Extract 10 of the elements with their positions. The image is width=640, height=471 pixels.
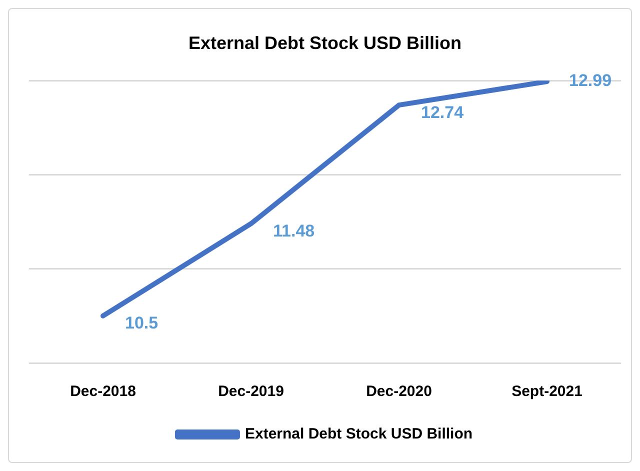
x-tick-label: Dec-2018 [70, 383, 136, 400]
x-tick-label: Sept-2021 [512, 383, 582, 400]
legend-label: External Debt Stock USD Billion [244, 426, 473, 443]
x-tick-label: Dec-2020 [366, 383, 432, 400]
data-label: 10.5 [125, 314, 158, 333]
data-label: 12.74 [421, 102, 464, 122]
data-label: 11.48 [273, 221, 315, 240]
chart-title: External Debt Stock USD Billion [188, 32, 462, 53]
data-label: 12.99 [569, 71, 612, 90]
x-tick-label: Dec-2019 [218, 383, 284, 400]
